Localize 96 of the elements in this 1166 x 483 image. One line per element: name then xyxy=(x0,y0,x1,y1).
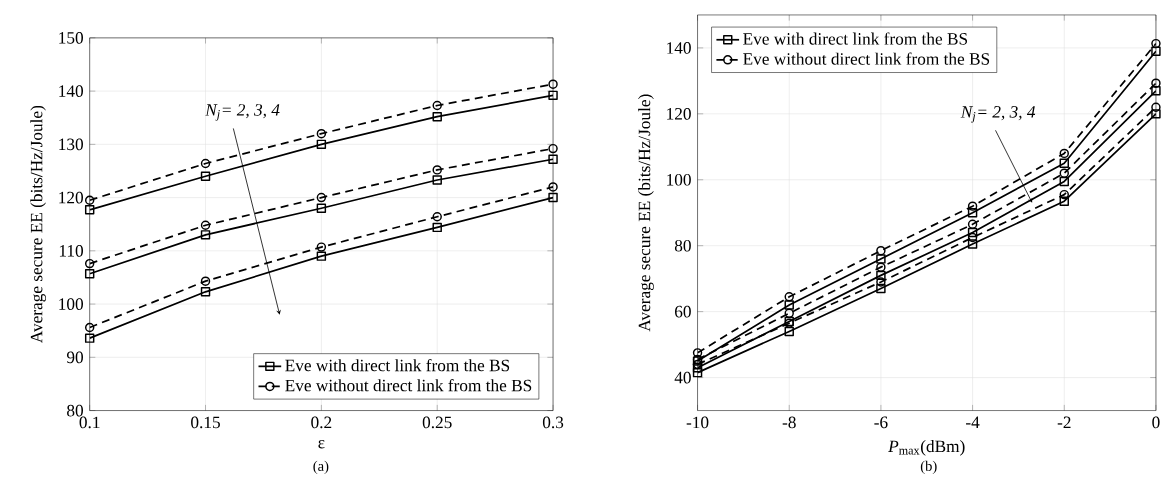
point xyxy=(876,283,886,294)
point xyxy=(876,254,886,264)
point xyxy=(84,333,95,343)
point xyxy=(200,276,211,286)
point xyxy=(316,242,327,252)
point xyxy=(784,300,794,310)
point xyxy=(784,326,794,336)
y-tick-label: 100 xyxy=(667,173,691,186)
x-tick-label: 0.15 xyxy=(191,416,220,429)
y-tick-label: 110 xyxy=(59,244,84,257)
y-tick-label: 140 xyxy=(59,85,84,97)
x-tick-label: 0.1 xyxy=(79,416,100,429)
y-tick-label: 40 xyxy=(674,371,691,384)
x-axis-title: P$_{max}$(dBm) xyxy=(888,439,965,456)
point xyxy=(967,219,978,229)
x-tick-label: 0.25 xyxy=(422,416,452,429)
annotation: N$_{j}$= 2, 3, 4 xyxy=(960,105,1036,123)
y-tick-label: 140 xyxy=(667,41,691,54)
point xyxy=(1059,148,1069,158)
point xyxy=(432,222,442,232)
point xyxy=(548,154,558,164)
x-axis-title: ε xyxy=(318,439,325,449)
point xyxy=(432,211,442,222)
point xyxy=(784,308,794,318)
point xyxy=(84,322,95,333)
y-tick-label: 120 xyxy=(59,191,84,204)
point xyxy=(316,203,327,213)
point xyxy=(692,348,703,358)
point xyxy=(316,192,327,203)
point xyxy=(876,262,886,272)
legend-label: Eve with direct link from the BS xyxy=(743,32,968,45)
point xyxy=(1151,108,1161,119)
x-tick-label: -2 xyxy=(1057,416,1071,428)
legend-label: Eve with direct link from the BS xyxy=(285,358,510,372)
point xyxy=(784,291,794,302)
y-axis-title: Average secure EE (bits/Hz/Joule) xyxy=(30,105,46,343)
x-tick-label: -10 xyxy=(686,416,709,429)
point xyxy=(200,286,211,297)
point xyxy=(84,204,95,215)
x-tick-label: 0.3 xyxy=(542,416,564,429)
point xyxy=(548,182,558,192)
point xyxy=(1151,102,1161,112)
point xyxy=(876,270,886,280)
point xyxy=(548,143,558,154)
y-tick-label: 80 xyxy=(67,404,84,417)
point xyxy=(967,239,978,249)
annotation: N$_{j}$= 2, 3, 4 xyxy=(205,103,280,121)
text: (b) xyxy=(920,460,937,474)
point xyxy=(200,230,211,240)
point xyxy=(692,362,703,373)
point xyxy=(1059,196,1069,206)
point xyxy=(548,79,558,89)
point xyxy=(1151,78,1161,88)
point xyxy=(967,207,978,218)
y-axis-title: Average secure EE (bits/Hz/Joule) xyxy=(638,94,654,332)
legend-label: Eve without direct link from the BS xyxy=(285,378,532,392)
x-tick-label: 0 xyxy=(1152,416,1160,429)
point xyxy=(316,139,327,149)
point xyxy=(84,258,95,269)
point xyxy=(967,201,978,211)
y-tick-label: 120 xyxy=(667,107,691,120)
point xyxy=(548,90,558,100)
x-tick-label: 0.2 xyxy=(311,416,332,429)
point xyxy=(316,128,327,139)
text: (a) xyxy=(313,460,329,474)
point xyxy=(692,367,703,378)
point xyxy=(84,195,95,205)
point xyxy=(548,192,558,203)
point xyxy=(432,175,442,185)
point xyxy=(84,268,95,279)
point xyxy=(316,251,327,261)
point xyxy=(1059,189,1069,200)
point xyxy=(200,220,211,230)
point xyxy=(200,158,211,169)
point xyxy=(876,245,886,256)
point xyxy=(1151,85,1161,96)
y-tick-label: 100 xyxy=(59,298,84,310)
y-tick-label: 80 xyxy=(674,239,691,252)
point xyxy=(1151,38,1161,49)
point xyxy=(967,227,978,238)
point xyxy=(200,171,211,181)
x-tick-label: -8 xyxy=(782,416,796,429)
x-tick-label: -4 xyxy=(966,416,980,428)
point xyxy=(432,111,442,122)
point xyxy=(432,165,442,175)
point xyxy=(1151,46,1161,56)
legend-label: Eve without direct link from the BS xyxy=(743,52,990,65)
y-tick-label: 90 xyxy=(66,351,84,363)
point xyxy=(1059,158,1069,168)
x-tick-label: -6 xyxy=(874,416,888,429)
y-tick-label: 60 xyxy=(675,305,691,318)
point xyxy=(432,100,442,111)
y-tick-label: 150 xyxy=(59,31,84,44)
point xyxy=(1059,168,1069,178)
point xyxy=(1059,176,1069,186)
y-tick-label: 130 xyxy=(59,138,84,151)
